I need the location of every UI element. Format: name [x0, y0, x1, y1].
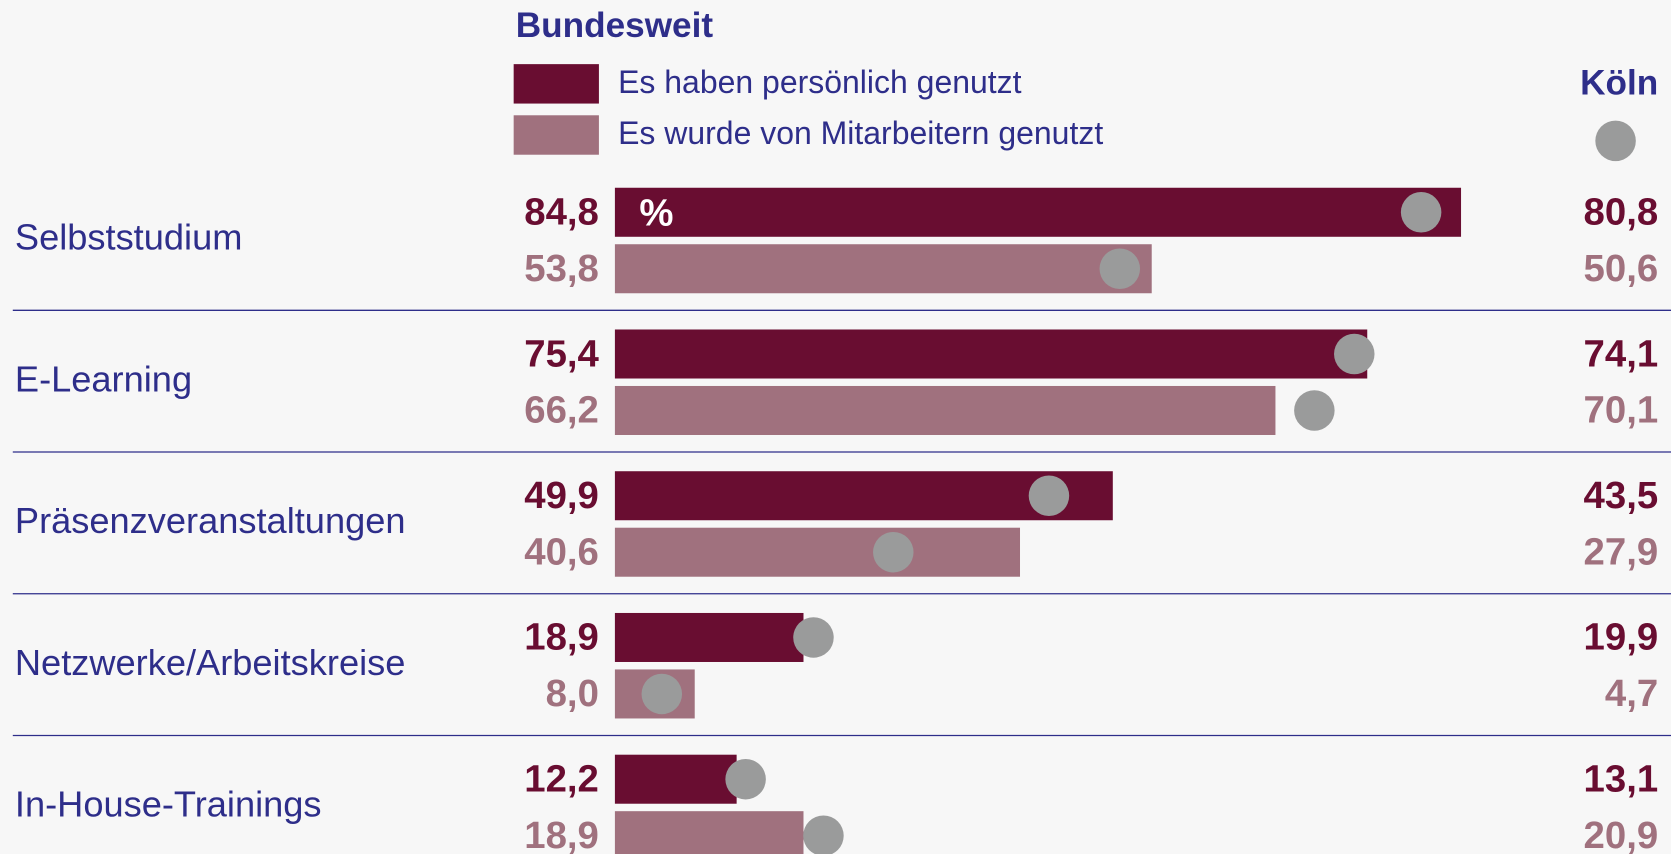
comparison-dot: [1334, 333, 1375, 375]
bar: [614, 244, 1152, 294]
category-label: Netzwerke/Arbeitskreise: [15, 642, 405, 683]
unit-label: %: [639, 192, 673, 235]
comparison-title: Köln: [1580, 64, 1658, 103]
bar: [614, 187, 1462, 237]
comparison-label: 4,7: [1605, 672, 1658, 715]
comparison-label: 19,9: [1584, 616, 1659, 659]
value-label: 53,8: [524, 247, 599, 290]
value-label: 84,8: [524, 191, 599, 234]
comparison-label: 13,1: [1584, 757, 1659, 800]
comparison-dot: [1028, 475, 1070, 516]
bar: [614, 811, 804, 854]
comparison-label: 74,1: [1584, 332, 1659, 375]
category-label: In-House-Trainings: [15, 783, 322, 824]
value-label: 8,0: [546, 672, 599, 715]
comparison-label: 27,9: [1584, 530, 1659, 573]
comparison-dot: [1294, 390, 1335, 431]
comparison-dot: [1099, 248, 1141, 289]
comparison-label: 80,8: [1584, 191, 1659, 234]
comparison-dot: [803, 815, 844, 854]
comparison-dot: [873, 531, 914, 573]
legend-label: Es haben persönlich genutzt: [618, 64, 1022, 100]
value-label: 49,9: [524, 474, 599, 517]
comparison-dot: [641, 673, 683, 715]
bar: [614, 329, 1368, 379]
comparison-dot: [793, 617, 834, 658]
value-label: 18,9: [524, 616, 599, 659]
legend-swatch: [513, 64, 599, 104]
comparison-label: 50,6: [1584, 247, 1659, 290]
value-label: 12,2: [524, 757, 599, 800]
value-label: 40,6: [524, 530, 599, 573]
bar: [614, 527, 1021, 577]
chart-title: Bundesweit: [516, 6, 714, 45]
comparison-dot: [725, 758, 766, 800]
legend-swatch: [513, 115, 599, 155]
legend-dot: [1595, 120, 1636, 162]
bar: [614, 612, 804, 662]
bar: [614, 754, 737, 804]
category-label: Präsenzveranstaltungen: [15, 500, 406, 541]
comparison-dot: [1400, 192, 1442, 233]
value-label: 75,4: [524, 332, 599, 375]
value-label: 18,9: [524, 814, 599, 854]
category-label: Selbststudium: [15, 217, 242, 258]
comparison-label: 43,5: [1584, 474, 1659, 517]
comparison-label: 20,9: [1584, 814, 1659, 854]
legend-label: Es wurde von Mitarbeitern genutzt: [618, 115, 1103, 151]
category-label: E-Learning: [15, 358, 192, 399]
value-label: 66,2: [524, 389, 599, 432]
bar: [614, 385, 1276, 435]
comparison-label: 70,1: [1584, 389, 1659, 432]
